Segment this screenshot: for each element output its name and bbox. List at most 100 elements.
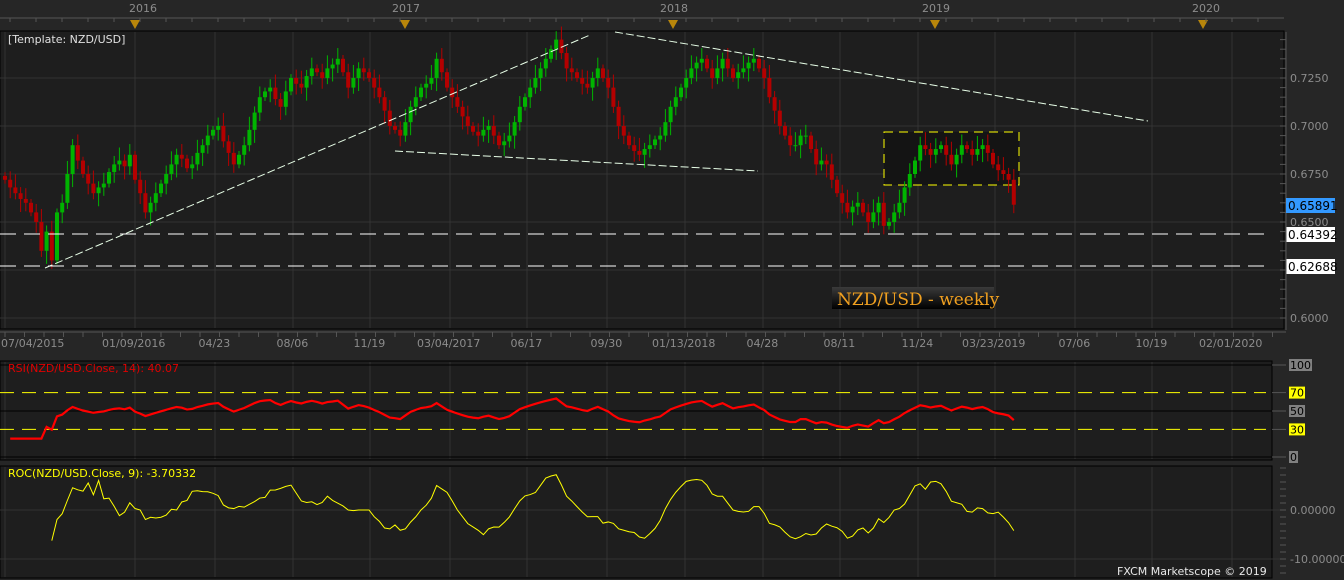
candle — [783, 122, 787, 140]
candle — [81, 156, 85, 178]
candle — [75, 134, 80, 170]
candle — [216, 117, 221, 141]
rsi-level-tag — [1289, 423, 1305, 436]
candle — [632, 136, 637, 162]
candle — [361, 57, 366, 81]
rsi-level-tag — [1289, 386, 1305, 399]
candle — [777, 99, 782, 135]
price-tick-label: 0.6500 — [1290, 216, 1329, 229]
candle — [575, 68, 579, 82]
event-marker-icon[interactable] — [130, 20, 140, 29]
date-tick-label: 06/17 — [511, 337, 543, 350]
candle — [252, 106, 257, 143]
candle — [341, 54, 345, 77]
candle — [991, 149, 995, 169]
candle — [564, 46, 569, 82]
candle — [289, 74, 293, 96]
date-tick-label: 10/19 — [1136, 337, 1168, 350]
rsi-level-label: 70 — [1290, 387, 1304, 400]
year-label: 2016 — [129, 2, 157, 15]
candle — [39, 208, 44, 257]
candle — [699, 48, 704, 72]
event-marker-icon[interactable] — [668, 20, 678, 29]
candle — [585, 70, 590, 94]
candle — [533, 64, 538, 94]
candle — [179, 144, 184, 168]
roc-label: ROC(NZD/USD.Close, 9): -3.70332 — [8, 467, 196, 480]
candle — [44, 225, 49, 264]
candle — [928, 142, 933, 168]
candle — [814, 140, 819, 176]
candle — [965, 141, 969, 153]
date-tick-label: 02/01/2020 — [1199, 337, 1262, 350]
candle — [980, 139, 985, 163]
price-panel[interactable] — [0, 30, 1285, 330]
candle — [658, 127, 663, 151]
candle — [231, 142, 236, 173]
year-axis: 2016 2017 2018 2019 2020 — [0, 2, 1284, 29]
candle — [845, 189, 850, 219]
candle — [809, 131, 813, 153]
price-tick-label: 0.6000 — [1290, 312, 1329, 325]
candle — [491, 115, 496, 145]
candle — [985, 134, 990, 162]
level-price-label: 0.62688 — [1288, 260, 1338, 274]
event-marker-icon[interactable] — [400, 20, 410, 29]
candle — [351, 64, 356, 94]
year-label: 2020 — [1192, 2, 1220, 15]
candle — [273, 74, 278, 106]
candle — [101, 172, 106, 196]
candle — [185, 154, 189, 173]
candle — [996, 155, 1001, 181]
candle — [559, 26, 564, 60]
roc-tick-label: 0.00000 — [1290, 504, 1336, 517]
date-tick-label: 08/06 — [277, 337, 309, 350]
candle — [970, 140, 975, 166]
level-price-tag — [1286, 227, 1335, 242]
price-axis[interactable]: 0.64392 0.62688 0.7250 0.7000 0.6750 0.6500 0.… — [1280, 32, 1338, 330]
candle — [387, 99, 392, 135]
candle — [1001, 157, 1006, 181]
candle — [694, 56, 699, 82]
candle — [403, 109, 408, 142]
candle — [590, 71, 595, 101]
date-tick-label: 09/30 — [591, 337, 623, 350]
rsi-level-label: 100 — [1290, 359, 1311, 372]
candle — [133, 150, 137, 184]
candle — [871, 199, 876, 229]
candle — [653, 135, 657, 150]
candle — [434, 52, 439, 92]
candle — [23, 188, 28, 212]
candle — [933, 138, 938, 164]
event-marker-icon[interactable] — [1198, 20, 1208, 29]
candle — [309, 57, 314, 85]
candle — [460, 100, 465, 130]
date-tick-label: 01/13/2018 — [652, 337, 715, 350]
date-tick-label: 04/23 — [199, 337, 231, 350]
roc-panel[interactable] — [0, 465, 1273, 579]
candle — [49, 220, 54, 269]
candle — [13, 174, 18, 200]
candle — [294, 69, 299, 95]
candle — [65, 160, 70, 209]
date-tick-label: 07/04/2015 — [1, 337, 64, 350]
candle — [902, 181, 907, 216]
candle — [642, 142, 647, 168]
candle — [757, 54, 761, 73]
candle — [835, 175, 839, 198]
roc-tick-label: -10.00000 — [1290, 553, 1344, 566]
candle — [897, 189, 902, 219]
candle — [569, 57, 574, 81]
candle — [481, 116, 486, 142]
candle — [3, 172, 7, 184]
event-marker-icon[interactable] — [930, 20, 940, 29]
date-tick-label: 11/19 — [354, 337, 386, 350]
level-price-label: 0.64392 — [1288, 228, 1338, 242]
candle — [502, 132, 507, 156]
date-tick-label: 07/06 — [1059, 337, 1091, 350]
candle — [736, 63, 741, 89]
candle — [710, 59, 715, 89]
candle — [346, 63, 351, 99]
rsi-level-tag — [1289, 359, 1312, 371]
